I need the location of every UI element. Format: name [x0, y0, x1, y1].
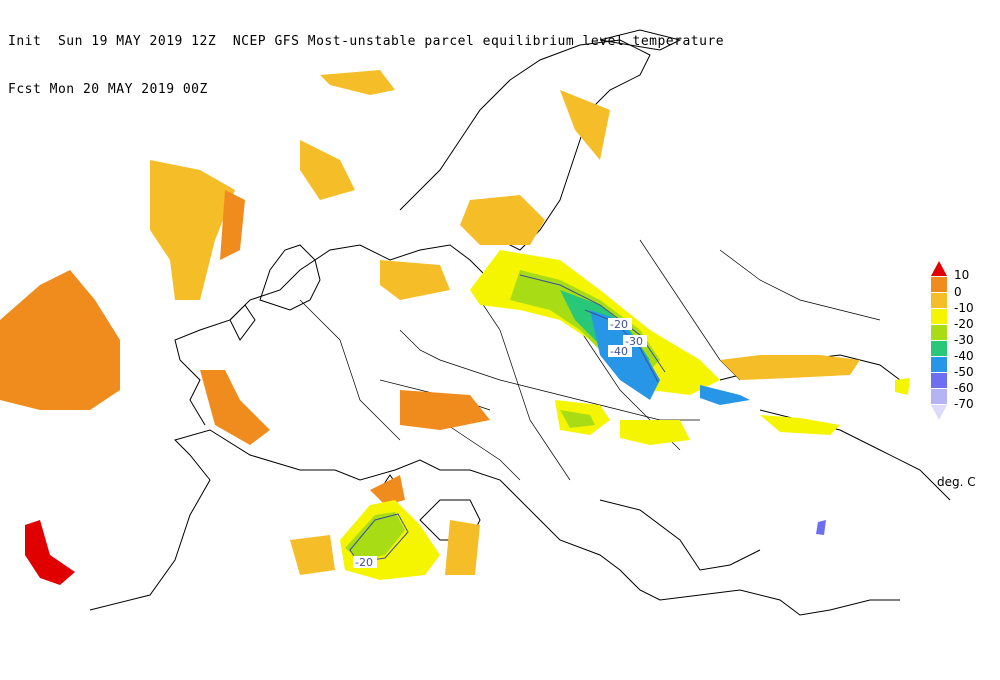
legend-units: deg. C	[937, 475, 976, 489]
legend-label: -40	[954, 349, 974, 363]
legend-bottom-arrow	[931, 405, 947, 420]
header-forecast-line: Fcst Mon 20 MAY 2019 00Z	[8, 82, 208, 97]
legend-bin	[931, 357, 947, 372]
legend-label: -20	[954, 317, 974, 331]
legend-label: -70	[954, 397, 974, 411]
contour-label: -30	[625, 335, 643, 348]
shaded-fields	[0, 70, 910, 585]
legend-label: -30	[954, 333, 974, 347]
contour-label-bg	[353, 318, 647, 568]
legend-bin	[931, 341, 947, 356]
contour-label: -40	[610, 345, 628, 358]
header-init-line: Init Sun 19 MAY 2019 12Z NCEP GFS Most-u…	[8, 34, 725, 49]
legend-bin	[931, 309, 947, 324]
legend-top-arrow	[931, 261, 947, 276]
map-header: Init Sun 19 MAY 2019 12Z NCEP GFS Most-u…	[8, 2, 724, 114]
legend-bin	[931, 277, 947, 292]
legend-bin	[931, 293, 947, 308]
contour-label: -20	[610, 318, 628, 331]
legend-label: -50	[954, 365, 974, 379]
legend-label: -10	[954, 301, 974, 315]
contour-label: -20	[355, 556, 373, 569]
legend-bin	[931, 373, 947, 388]
legend-label: 10	[954, 268, 970, 282]
legend-colorbar	[931, 261, 947, 420]
legend-label: -60	[954, 381, 974, 395]
legend-bin	[931, 325, 947, 340]
legend-label: 0	[954, 285, 962, 299]
legend-bin	[931, 389, 947, 404]
